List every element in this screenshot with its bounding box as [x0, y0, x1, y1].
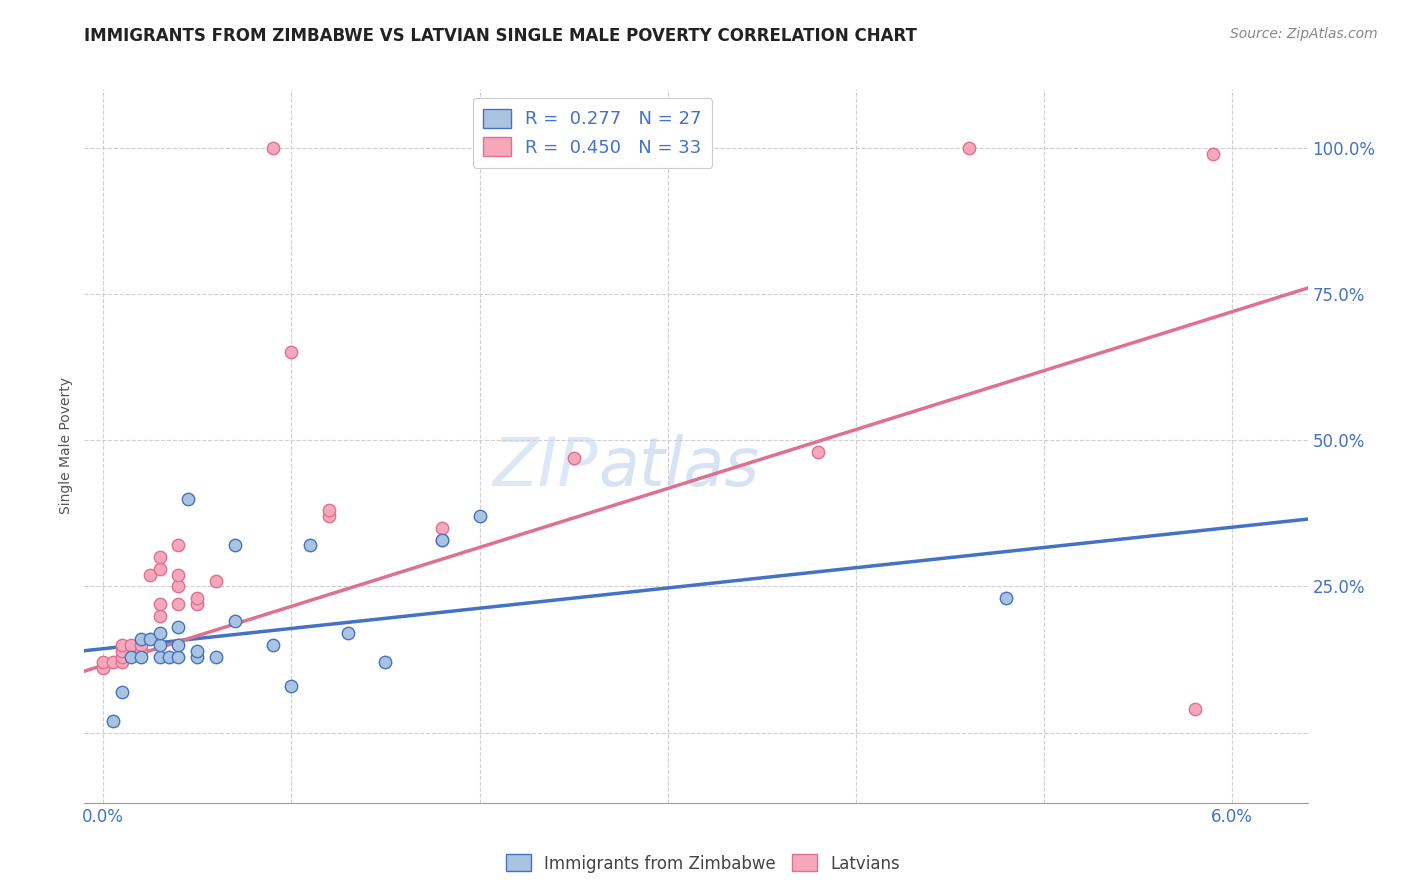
Point	[139, 567, 162, 582]
Point	[224, 615, 246, 629]
Point	[149, 608, 172, 623]
Text: IMMIGRANTS FROM ZIMBABWE VS LATVIAN SINGLE MALE POVERTY CORRELATION CHART: IMMIGRANTS FROM ZIMBABWE VS LATVIAN SING…	[84, 27, 917, 45]
Point	[336, 626, 359, 640]
Point	[129, 638, 152, 652]
Point	[111, 684, 134, 698]
Point	[468, 509, 491, 524]
Point	[186, 649, 208, 664]
Point	[186, 591, 208, 605]
Point	[91, 656, 114, 670]
Point	[430, 521, 453, 535]
Point	[111, 638, 134, 652]
Point	[1202, 146, 1225, 161]
Legend: R =  0.277   N = 27, R =  0.450   N = 33: R = 0.277 N = 27, R = 0.450 N = 33	[472, 98, 713, 168]
Point	[299, 538, 322, 552]
Text: atlas: atlas	[598, 434, 759, 500]
Point	[111, 656, 134, 670]
Point	[262, 638, 284, 652]
Point	[149, 649, 172, 664]
Point	[149, 638, 172, 652]
Point	[1184, 702, 1206, 716]
Point	[807, 445, 830, 459]
Y-axis label: Single Male Poverty: Single Male Poverty	[59, 377, 73, 515]
Point	[205, 649, 228, 664]
Point	[318, 503, 340, 517]
Point	[224, 538, 246, 552]
Point	[101, 656, 124, 670]
Point	[318, 509, 340, 524]
Point	[280, 345, 302, 359]
Point	[111, 644, 134, 658]
Point	[149, 550, 172, 565]
Point	[167, 538, 190, 552]
Point	[167, 567, 190, 582]
Point	[177, 491, 200, 506]
Text: Source: ZipAtlas.com: Source: ZipAtlas.com	[1230, 27, 1378, 41]
Point	[157, 649, 180, 664]
Point	[101, 714, 124, 728]
Point	[167, 638, 190, 652]
Point	[374, 656, 396, 670]
Point	[430, 533, 453, 547]
Point	[167, 649, 190, 664]
Point	[129, 632, 152, 646]
Point	[149, 626, 172, 640]
Point	[120, 638, 142, 652]
Point	[186, 597, 208, 611]
Point	[167, 579, 190, 593]
Point	[430, 533, 453, 547]
Point	[167, 597, 190, 611]
Point	[139, 632, 162, 646]
Point	[149, 562, 172, 576]
Point	[957, 141, 980, 155]
Point	[111, 649, 134, 664]
Point	[149, 597, 172, 611]
Point	[129, 649, 152, 664]
Point	[205, 574, 228, 588]
Text: ZIP: ZIP	[492, 434, 598, 500]
Point	[186, 644, 208, 658]
Point	[129, 644, 152, 658]
Point	[280, 679, 302, 693]
Point	[262, 141, 284, 155]
Point	[120, 649, 142, 664]
Point	[167, 620, 190, 634]
Point	[562, 450, 585, 465]
Point	[91, 661, 114, 675]
Legend: Immigrants from Zimbabwe, Latvians: Immigrants from Zimbabwe, Latvians	[499, 847, 907, 880]
Point	[995, 591, 1018, 605]
